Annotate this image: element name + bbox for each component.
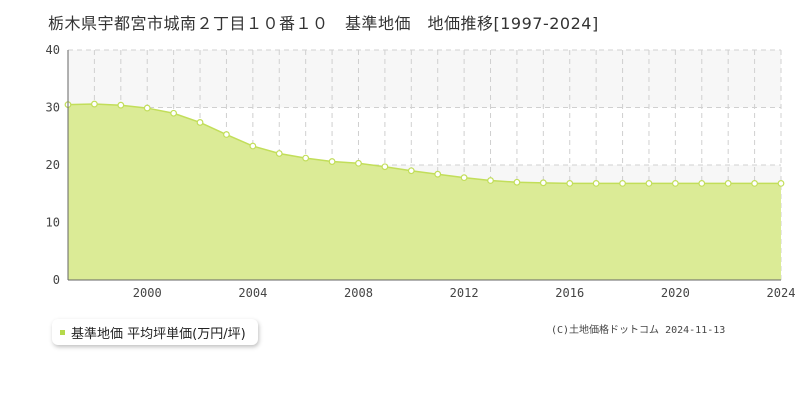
axes: [67, 50, 781, 281]
copyright-text: (C)土地価格ドットコム 2024-11-13: [551, 325, 726, 336]
data-point: [143, 104, 151, 112]
x-tick-label: 2000: [133, 286, 162, 300]
data-point: [117, 101, 125, 109]
data-point: [751, 179, 758, 187]
data-point: [619, 179, 626, 187]
y-tick-label: 40: [46, 43, 60, 57]
x-tick-label: 2020: [661, 286, 690, 300]
x-tick-label: 2012: [450, 286, 479, 300]
area-layer: [67, 103, 781, 280]
data-point: [539, 179, 547, 187]
data-point: [91, 100, 98, 108]
series-line: [67, 103, 781, 185]
data-point: [645, 179, 653, 187]
data-point: [381, 163, 389, 171]
data-point: [566, 179, 574, 187]
data-point: [223, 131, 230, 138]
data-point: [434, 170, 442, 178]
data-point: [724, 179, 732, 187]
data-markers: [64, 100, 785, 187]
data-point: [698, 179, 706, 187]
data-point: [592, 179, 600, 187]
chart-title: 栃木県宇都宮市城南２丁目１０番１０ 基準地価 地価推移[1997-2024]: [48, 14, 599, 33]
data-point: [460, 174, 468, 182]
y-tick-label: 20: [46, 158, 60, 172]
y-tick-label: 0: [53, 273, 60, 287]
legend: 基準地価 平均坪単価(万円/坪): [52, 319, 258, 345]
data-point: [275, 150, 283, 157]
y-tick-label: 10: [46, 216, 60, 230]
data-point: [355, 159, 362, 167]
data-point: [302, 154, 310, 162]
y-tick-label: 30: [46, 101, 60, 115]
x-tick-label: 2024: [767, 286, 796, 300]
data-point: [196, 119, 204, 126]
data-point: [671, 179, 679, 187]
data-point: [513, 178, 521, 186]
plot-band: [68, 50, 781, 108]
data-point: [170, 109, 178, 117]
data-point: [249, 142, 257, 150]
data-point: [407, 167, 415, 175]
legend-label: 基準地価 平均坪単価(万円/坪): [71, 326, 246, 342]
tick-labels: 0 10 20 30 40 2000 2004 2008 2012 2016 2020 2024: [46, 43, 796, 300]
data-point: [328, 158, 336, 165]
x-tick-label: 2004: [238, 286, 267, 300]
legend-swatch: [60, 329, 65, 335]
x-tick-label: 2008: [344, 286, 373, 300]
data-point: [777, 179, 785, 187]
x-tick-label: 2016: [555, 286, 584, 300]
series-area: [68, 104, 781, 280]
data-point: [487, 177, 494, 184]
